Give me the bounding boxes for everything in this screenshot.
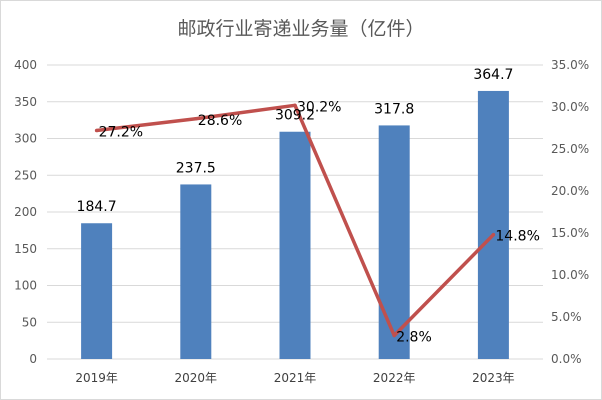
bar-value-label: 309.2 <box>275 108 315 124</box>
right-axis: 0.0% 5.0% 10.0% 15.0% 20.0% 25.0% 30.0% 35.0% <box>551 58 589 366</box>
line-value-label: 30.2% <box>297 99 341 115</box>
left-tick-label: 100 <box>14 279 37 293</box>
bar <box>378 125 410 360</box>
right-tick-label: 0.0% <box>551 352 582 366</box>
category-label: 2022年 <box>373 371 416 385</box>
left-tick-label: 300 <box>14 132 37 146</box>
bar-value-label: 237.5 <box>176 160 216 176</box>
bar <box>180 184 212 359</box>
category-label: 2023年 <box>472 371 515 385</box>
chart-title: 邮政行业寄递业务量（亿件） <box>177 18 424 40</box>
bar-series <box>81 90 509 360</box>
line-series <box>94 103 496 338</box>
bar-value-label: 364.7 <box>473 67 513 83</box>
line-value-label: 14.8% <box>495 229 539 245</box>
bar <box>279 131 311 359</box>
left-tick-label: 0 <box>29 352 37 366</box>
line-point <box>194 117 198 121</box>
line-point <box>392 333 396 338</box>
right-tick-label: 10.0% <box>551 268 589 282</box>
right-tick-label: 15.0% <box>551 226 589 240</box>
line-value-label: 27.2% <box>99 125 143 141</box>
bar <box>477 90 509 360</box>
line-value-labels: 27.2% 28.6% 30.2% 2.8% 14.8% <box>99 99 540 345</box>
right-tick-label: 20.0% <box>551 184 589 198</box>
right-tick-label: 30.0% <box>551 100 589 114</box>
category-axis: 2019年 2020年 2021年 2022年 2023年 <box>75 371 514 385</box>
left-tick-label: 50 <box>22 315 37 329</box>
bar-value-label: 317.8 <box>374 101 414 117</box>
line-value-label: 2.8% <box>396 329 432 345</box>
line-point <box>293 103 297 108</box>
left-tick-label: 400 <box>14 58 37 72</box>
right-tick-label: 35.0% <box>551 58 589 72</box>
left-tick-label: 200 <box>14 205 37 219</box>
line-point <box>94 128 99 133</box>
line-point <box>491 232 496 237</box>
left-tick-label: 350 <box>14 95 37 109</box>
bar-value-labels: 184.7 237.5 309.2 317.8 364.7 <box>77 67 514 215</box>
left-axis: 0 50 100 150 200 250 300 350 400 <box>14 58 37 366</box>
left-tick-label: 250 <box>14 168 37 182</box>
category-label: 2019年 <box>75 371 118 385</box>
category-label: 2021年 <box>274 371 317 385</box>
line-value-label: 28.6% <box>198 113 242 129</box>
category-label: 2020年 <box>175 371 218 385</box>
right-tick-label: 25.0% <box>551 142 589 156</box>
bar-value-label: 184.7 <box>77 199 117 215</box>
bar <box>81 223 113 359</box>
left-tick-label: 150 <box>14 242 37 256</box>
right-tick-label: 5.0% <box>551 310 582 324</box>
